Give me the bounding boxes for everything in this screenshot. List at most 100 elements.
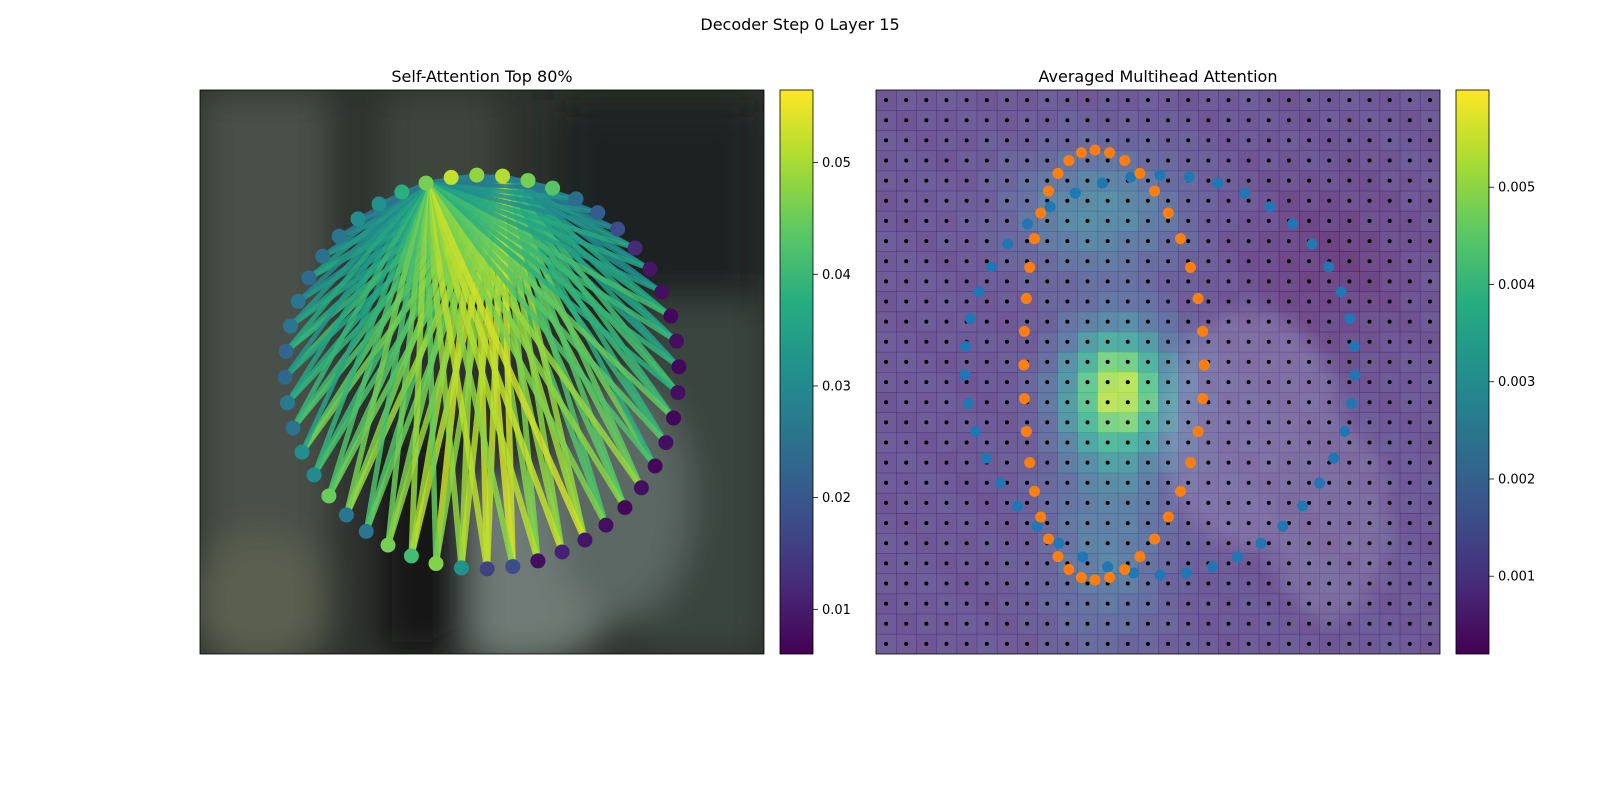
attention-node: [598, 517, 614, 533]
grid-dot: [1286, 319, 1291, 324]
grid-dot: [1246, 521, 1251, 526]
landmark-point-blue: [1306, 238, 1318, 250]
grid-dot: [1307, 279, 1312, 284]
attention-node: [331, 228, 347, 244]
landmark-point-blue: [970, 425, 982, 437]
grid-dot: [1085, 380, 1090, 385]
grid-dot: [944, 259, 949, 264]
landmark-point-blue: [1314, 477, 1326, 489]
grid-dot: [1427, 198, 1432, 203]
landmark-point-orange: [1075, 147, 1087, 159]
grid-dot: [1226, 621, 1231, 626]
grid-dot: [1025, 480, 1030, 485]
grid-dot: [1246, 198, 1251, 203]
grid-dot: [1065, 581, 1070, 586]
grid-dot: [1025, 279, 1030, 284]
landmark-point-orange: [1028, 233, 1040, 245]
grid-dot: [1065, 380, 1070, 385]
attention-node: [479, 561, 495, 577]
grid-dot: [984, 299, 989, 304]
grid-dot: [1407, 601, 1412, 606]
grid-dot: [1266, 460, 1271, 465]
grid-dot: [1085, 480, 1090, 485]
grid-dot: [1367, 621, 1372, 626]
grid-dot: [984, 581, 989, 586]
landmark-point-orange: [1052, 551, 1064, 563]
grid-dot: [1367, 279, 1372, 284]
grid-dot: [1226, 339, 1231, 344]
grid-dot: [1347, 420, 1352, 425]
grid-dot: [1286, 440, 1291, 445]
grid-dot: [1065, 118, 1070, 123]
grid-dot: [1206, 299, 1211, 304]
grid-dot: [1004, 420, 1009, 425]
grid-dot: [884, 400, 889, 405]
grid-dot: [1085, 178, 1090, 183]
grid-dot: [1145, 138, 1150, 143]
grid-dot: [1246, 561, 1251, 566]
grid-dot: [1286, 541, 1291, 546]
grid-dot: [1367, 581, 1372, 586]
grid-dot: [1145, 259, 1150, 264]
grid-dot: [1427, 380, 1432, 385]
attention-edge: [423, 182, 465, 569]
grid-dot: [1286, 480, 1291, 485]
grid-dot: [944, 541, 949, 546]
grid-dot: [1407, 158, 1412, 163]
grid-dot: [1307, 420, 1312, 425]
grid-dot: [904, 198, 909, 203]
grid-dot: [1286, 178, 1291, 183]
grid-dot: [944, 339, 949, 344]
grid-dot: [1286, 138, 1291, 143]
grid-dot: [884, 521, 889, 526]
landmark-point-blue: [1255, 537, 1267, 549]
landmark-point-orange: [1192, 425, 1204, 437]
grid-dot: [884, 118, 889, 123]
grid-dot: [1105, 158, 1110, 163]
grid-dot: [1427, 279, 1432, 284]
grid-dot: [1045, 158, 1050, 163]
grid-dot: [924, 460, 929, 465]
grid-dot: [1186, 98, 1191, 103]
landmark-point-blue: [1128, 567, 1140, 579]
grid-dot: [1266, 259, 1271, 264]
grid-dot: [1105, 259, 1110, 264]
grid-dot: [1286, 500, 1291, 505]
attention-edge: [424, 181, 676, 420]
landmark-point-blue: [1069, 187, 1081, 199]
grid-dot: [1387, 299, 1392, 304]
grid-dot: [1065, 420, 1070, 425]
grid-dot: [1186, 158, 1191, 163]
grid-dot: [1186, 339, 1191, 344]
grid-dot: [1085, 541, 1090, 546]
grid-dot: [1065, 138, 1070, 143]
grid-dot: [1105, 420, 1110, 425]
grid-dot: [1266, 319, 1271, 324]
landmark-point-blue: [1348, 341, 1360, 353]
grid-dot: [1166, 621, 1171, 626]
grid-dot: [1407, 98, 1412, 103]
grid-dot: [1327, 400, 1332, 405]
grid-dot: [1307, 339, 1312, 344]
landmark-point-orange: [1020, 425, 1032, 437]
grid-dot: [1004, 279, 1009, 284]
grid-dot: [1025, 319, 1030, 324]
grid-dot: [1004, 581, 1009, 586]
attention-node: [371, 196, 387, 212]
grid-dot: [1347, 299, 1352, 304]
grid-dot: [1347, 541, 1352, 546]
grid-dot: [1286, 98, 1291, 103]
grid-dot: [1186, 500, 1191, 505]
grid-dot: [904, 621, 909, 626]
grid-dot: [1105, 380, 1110, 385]
grid-dot: [1206, 500, 1211, 505]
grid-dot: [1045, 400, 1050, 405]
grid-dot: [1145, 500, 1150, 505]
grid-dot: [1367, 380, 1372, 385]
grid-dot: [1085, 601, 1090, 606]
grid-dot: [964, 98, 969, 103]
grid-dot: [884, 460, 889, 465]
grid-dot: [1327, 641, 1332, 646]
grid-dot: [1387, 158, 1392, 163]
grid-dot: [1246, 480, 1251, 485]
